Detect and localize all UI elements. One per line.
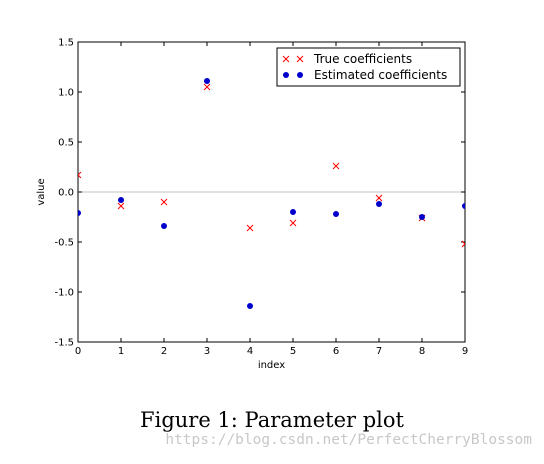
y-tick-label: -1.0 — [54, 288, 74, 299]
est-coef-point — [204, 78, 210, 84]
x-tick-label: 9 — [462, 346, 468, 357]
est-coef-point — [161, 223, 167, 229]
legend-label: True coefficients — [313, 52, 412, 66]
true-coef-point — [461, 240, 465, 248]
y-tick-label: 1.5 — [58, 38, 74, 49]
figure-caption: Figure 1: Parameter plot — [140, 408, 404, 432]
x-tick-label: 4 — [247, 346, 253, 357]
watermark-text: https://blog.csdn.net/PerfectCherryBloss… — [165, 432, 532, 448]
x-tick-label: 0 — [75, 346, 81, 357]
true-coef-point — [332, 162, 340, 170]
y-tick-label: 1.0 — [58, 88, 74, 99]
x-tick-label: 7 — [376, 346, 382, 357]
est-coef-point — [333, 211, 339, 217]
x-tick-label: 1 — [118, 346, 124, 357]
est-coef-point — [290, 209, 296, 215]
true-coef-point — [203, 83, 211, 91]
y-tick-label: 0.5 — [58, 138, 74, 149]
est-coef-point — [462, 203, 465, 209]
y-tick-label: 0.0 — [58, 188, 74, 199]
x-axis-label: index — [258, 360, 285, 371]
x-tick-label: 6 — [333, 346, 339, 357]
est-coef-point — [247, 303, 253, 309]
legend-box — [276, 47, 461, 87]
legend-label: Estimated coefficients — [314, 68, 447, 82]
true-coef-point — [117, 202, 125, 210]
legend-marker-dot — [283, 72, 289, 78]
x-tick-label: 2 — [161, 346, 167, 357]
true-coef-point — [160, 198, 168, 206]
true-coef-point — [289, 219, 297, 227]
est-coef-point — [376, 201, 382, 207]
est-coef-point — [118, 197, 124, 203]
data-points — [78, 78, 465, 309]
true-coef-point — [246, 224, 254, 232]
x-tick-label: 5 — [290, 346, 296, 357]
true-coef-point — [375, 194, 383, 202]
est-coef-point — [78, 210, 81, 216]
y-tick-label: -0.5 — [54, 238, 74, 249]
x-tick-label: 8 — [419, 346, 425, 357]
legend-marker-x — [296, 55, 304, 63]
legend-marker-x — [282, 55, 290, 63]
x-tick-label: 3 — [204, 346, 210, 357]
est-coef-point — [419, 214, 425, 220]
y-tick-label: -1.5 — [54, 338, 74, 349]
scatter-chart: 0 1 2 3 4 5 6 7 8 9 1.5 1.0 0.5 0.0 -0.5 -1.0 -1.5 index v… — [36, 38, 468, 372]
legend-marker-dot — [297, 72, 303, 78]
y-axis-label: value — [36, 178, 47, 205]
true-coef-point — [78, 171, 82, 179]
